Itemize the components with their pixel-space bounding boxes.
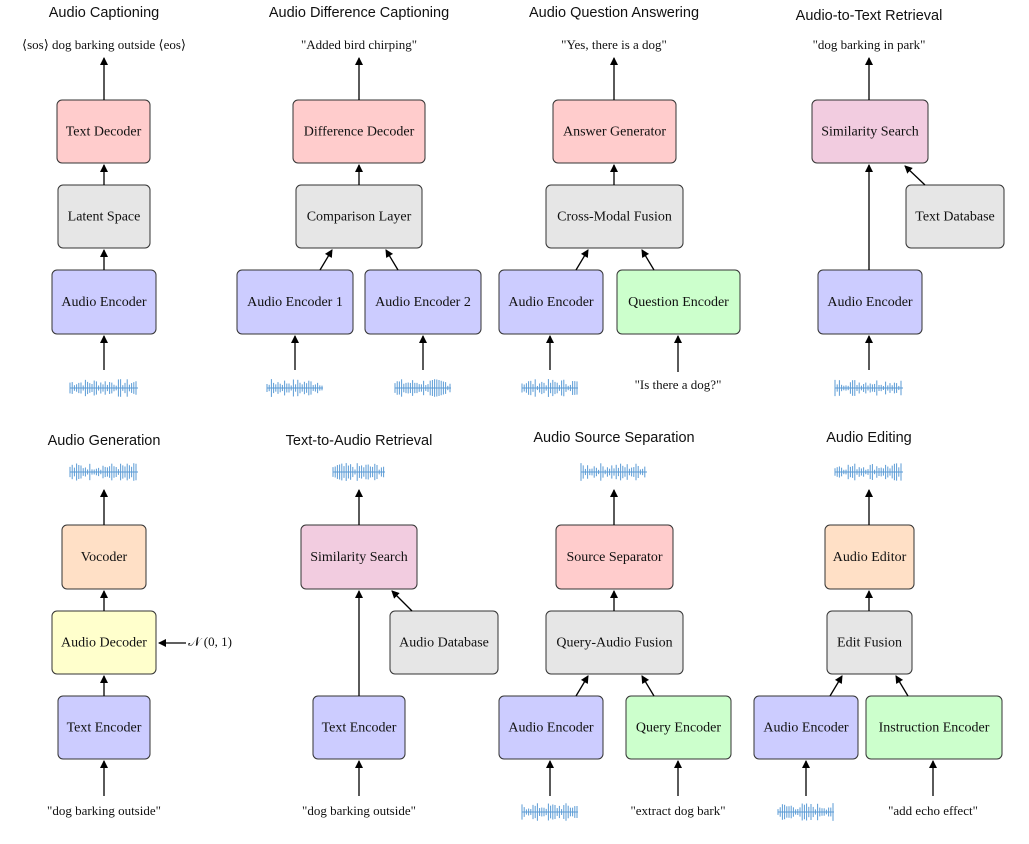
arrow [575, 675, 589, 697]
io-text: "dog barking in park" [813, 37, 926, 52]
waveform [521, 379, 578, 397]
node-label: Audio Decoder [61, 636, 147, 651]
panel-title: Audio Question Answering [529, 5, 699, 21]
arrow [385, 249, 399, 271]
node-label: Latent Space [68, 210, 141, 225]
node-label: Audio Encoder [508, 295, 593, 310]
waveform [332, 463, 385, 481]
node-label: Audio Encoder 2 [375, 295, 471, 310]
arrow [319, 249, 333, 271]
node-box [498, 269, 604, 335]
arrow [641, 249, 655, 271]
node-label: Comparison Layer [307, 210, 412, 225]
io-text: "Is there a dog?" [635, 377, 722, 392]
node-box [811, 99, 929, 164]
node-box [905, 184, 1005, 249]
panel-title: Audio Editing [826, 430, 911, 446]
node-label: Difference Decoder [304, 125, 415, 140]
node-label: Instruction Encoder [879, 721, 990, 736]
io-text: ⟨sos⟩ dog barking outside ⟨eos⟩ [22, 37, 186, 52]
node-label: Answer Generator [563, 125, 666, 140]
node-box [817, 269, 923, 335]
io-text: "dog barking outside" [47, 803, 161, 818]
io-text: "Yes, there is a dog" [561, 37, 667, 52]
node-label: Similarity Search [310, 550, 408, 565]
node-label: Similarity Search [821, 125, 919, 140]
node-box [865, 695, 1003, 760]
arrow [641, 675, 655, 697]
node-label: Edit Fusion [837, 636, 902, 651]
waveform [834, 463, 903, 481]
panel-title: Audio Captioning [49, 5, 159, 21]
node-label: Question Encoder [628, 295, 729, 310]
io-text: 𝒩 (0, 1) [188, 634, 232, 649]
node-box [753, 695, 859, 760]
node-label: Audio Encoder 1 [247, 295, 343, 310]
node-label: Audio Encoder [508, 721, 593, 736]
panel-title: Audio Difference Captioning [269, 5, 449, 21]
node-label: Audio Editor [833, 550, 907, 565]
node-label: Vocoder [81, 550, 128, 565]
waveform [834, 379, 903, 397]
arrow [575, 249, 589, 271]
panel-title: Audio Source Separation [533, 430, 694, 446]
node-box [389, 610, 499, 675]
waveform [69, 379, 138, 397]
node-label: Text Database [915, 210, 994, 225]
node-label: Text Encoder [322, 721, 397, 736]
arrow [391, 590, 413, 612]
node-box [236, 269, 354, 335]
node-label: Query Encoder [636, 721, 721, 736]
node-label: Audio Database [399, 636, 489, 651]
node-label: Audio Encoder [61, 295, 146, 310]
node-label: Text Decoder [66, 125, 142, 140]
arrow [904, 165, 926, 186]
node-box [364, 269, 482, 335]
io-text: "dog barking outside" [302, 803, 416, 818]
panel-title: Text-to-Audio Retrieval [286, 433, 433, 449]
waveform [266, 379, 323, 397]
node-label: Audio Encoder [827, 295, 912, 310]
waveform [580, 463, 647, 481]
waveform [521, 803, 578, 821]
waveform [777, 803, 834, 821]
arrow [829, 675, 843, 697]
node-box [625, 695, 732, 760]
node-label: Text Encoder [67, 721, 142, 736]
node-box [616, 269, 741, 335]
node-label: Cross-Modal Fusion [557, 210, 672, 225]
waveform [69, 463, 138, 481]
io-text: "add echo effect" [888, 803, 978, 818]
node-label: Audio Encoder [763, 721, 848, 736]
node-label: Query-Audio Fusion [556, 636, 672, 651]
node-label: Source Separator [566, 550, 662, 565]
waveform [394, 379, 451, 397]
io-text: "extract dog bark" [630, 803, 725, 818]
panel-title: Audio Generation [48, 433, 161, 449]
node-box [498, 695, 604, 760]
io-text: "Added bird chirping" [301, 37, 417, 52]
panel-title: Audio-to-Text Retrieval [796, 8, 943, 24]
arrow [895, 675, 909, 697]
